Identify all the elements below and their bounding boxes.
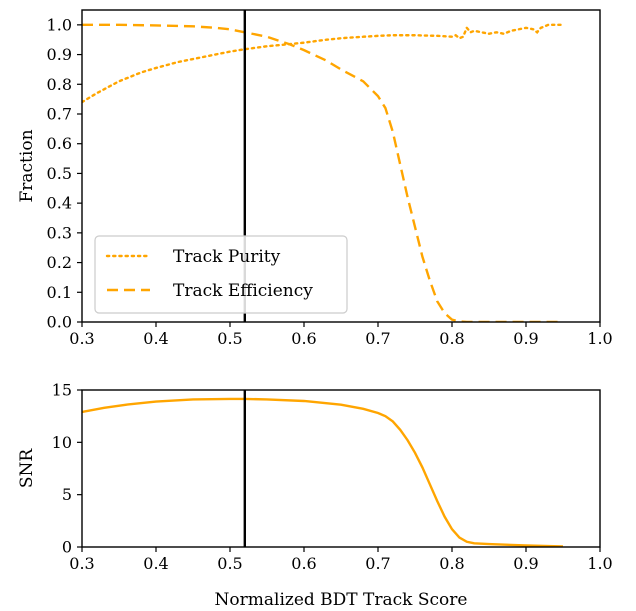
snr-line <box>82 397 564 547</box>
y-tick-label: 0.5 <box>47 164 72 183</box>
track-efficiency-line <box>82 23 563 322</box>
y-tick-label: 15 <box>52 381 72 400</box>
snr-panel: 0.3 0.4 0.5 0.6 0.7 0.8 0.9 1.0 0 5 10 15 SNR Normali… <box>17 381 613 611</box>
y-tick-label: 0.8 <box>47 75 72 94</box>
y-tick-label: 5 <box>62 485 72 504</box>
axes-frame <box>81 389 601 548</box>
legend-label: Track Purity <box>173 247 281 267</box>
x-tick-label: 0.6 <box>291 554 316 573</box>
legend-label: Track Efficiency <box>173 281 313 301</box>
x-tick-label: 0.9 <box>513 329 538 348</box>
x-tick-label: 0.8 <box>439 329 464 348</box>
x-tick-label: 0.3 <box>69 329 94 348</box>
x-tick-label: 0.7 <box>365 554 390 573</box>
x-axis-label: Normalized BDT Track Score <box>215 590 468 610</box>
x-tick-label: 0.5 <box>217 329 242 348</box>
y-axis-label: Fraction <box>17 129 37 202</box>
x-tick-label: 0.4 <box>143 329 168 348</box>
x-tick-label: 0.9 <box>513 554 538 573</box>
x-tick-label: 0.5 <box>217 554 242 573</box>
x-tick-label: 1.0 <box>587 554 612 573</box>
y-tick-label: 0.3 <box>47 223 72 242</box>
y-tick-label: 1.0 <box>47 15 72 34</box>
x-tick-label: 0.8 <box>439 554 464 573</box>
legend: Track Purity Track Efficiency <box>94 235 348 314</box>
efficiency-purity-panel: 0.3 0.4 0.5 0.6 0.7 0.8 0.9 1.0 0.0 0.1 0.2 0.3 0.4 0… <box>17 9 613 348</box>
legend-box <box>94 235 348 314</box>
y-tick-label: 0.1 <box>47 283 72 302</box>
axes-frame <box>81 9 601 323</box>
y-axis-label: SNR <box>17 448 37 489</box>
y-tick-label: 0.7 <box>47 105 72 124</box>
y-tick-label: 0.2 <box>47 253 72 272</box>
x-tick-label: 0.3 <box>69 554 94 573</box>
track-purity-line <box>82 23 565 104</box>
x-tick-label: 0.4 <box>143 554 168 573</box>
y-tick-label: 10 <box>52 433 72 452</box>
y-tick-label: 0.4 <box>47 194 72 213</box>
x-tick-label: 1.0 <box>587 329 612 348</box>
x-tick-label: 0.7 <box>365 329 390 348</box>
y-tick-label: 0.9 <box>47 45 72 64</box>
x-tick-label: 0.6 <box>291 329 316 348</box>
y-tick-label: 0 <box>62 538 72 557</box>
y-tick-label: 0.0 <box>47 313 72 332</box>
y-tick-label: 0.6 <box>47 134 72 153</box>
